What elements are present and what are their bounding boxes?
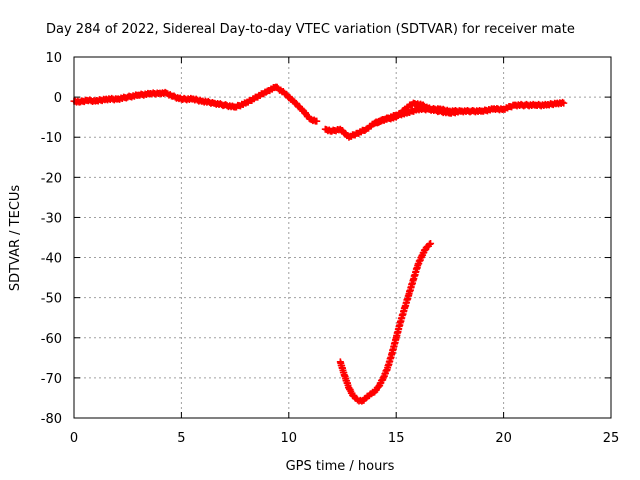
x-tick-label: 20 <box>495 431 512 446</box>
y-axis-label: SDTVAR / TECUs <box>8 185 23 292</box>
y-tick-label: 10 <box>45 51 62 66</box>
x-axis-label: GPS time / hours <box>286 459 395 474</box>
y-tick-label: -70 <box>41 372 62 387</box>
chart-title: Day 284 of 2022, Sidereal Day-to-day VTE… <box>46 22 575 37</box>
y-tick-label: -30 <box>41 211 62 226</box>
x-tick-label: 5 <box>177 431 185 446</box>
data-point <box>427 240 435 248</box>
data-point <box>457 107 465 115</box>
y-tick-label: -60 <box>41 332 62 347</box>
plot-frame <box>73 56 612 419</box>
x-tick-label: 0 <box>70 431 78 446</box>
y-tick-label: -10 <box>41 131 62 146</box>
x-tick-label: 15 <box>388 431 405 446</box>
y-tick-label: -80 <box>41 412 62 427</box>
x-tick-label: 25 <box>603 431 620 446</box>
data-points <box>70 83 568 405</box>
axis-ticks: 0 5 10 15 20 25 10 0 -10 -20 -30 -40 -50 -60 -70 -80 <box>41 51 620 446</box>
y-tick-label: -50 <box>41 292 62 307</box>
data-point <box>560 99 568 107</box>
data-point <box>313 117 321 125</box>
y-tick-label: -20 <box>41 171 62 186</box>
y-tick-label: -40 <box>41 252 62 267</box>
x-tick-label: 10 <box>281 431 298 446</box>
y-tick-label: 0 <box>54 91 62 106</box>
